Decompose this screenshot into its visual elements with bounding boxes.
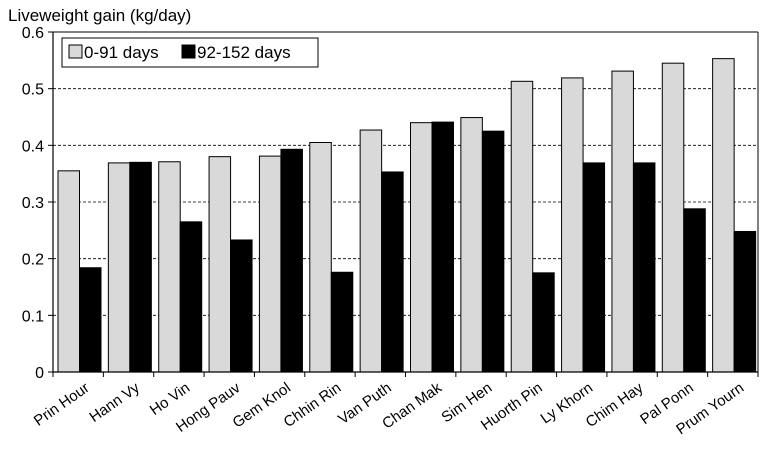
- x-tick-label: Prin Hour: [31, 379, 93, 429]
- bar-series-1: [561, 77, 584, 373]
- bar-series-2: [280, 148, 303, 373]
- axes: [52, 31, 759, 377]
- bar-series-2: [431, 121, 454, 373]
- legend-swatch-series-2: [181, 44, 196, 59]
- bar-series-2: [381, 171, 404, 373]
- y-tick-label: 0.1: [22, 308, 44, 325]
- bars: [57, 58, 757, 373]
- x-tick-label: Hann Vy: [86, 379, 143, 426]
- bar-series-2: [129, 161, 152, 373]
- bar-series-2: [230, 239, 253, 373]
- bar-series-1: [107, 162, 131, 373]
- legend-swatch-series-1: [68, 44, 83, 59]
- bar-series-1: [460, 117, 483, 373]
- bar-series-2: [683, 208, 706, 373]
- y-tick-label: 0: [35, 365, 44, 382]
- y-tick-label: 0.3: [22, 195, 44, 212]
- bar-series-2: [330, 271, 354, 373]
- bar-series-2: [532, 272, 555, 373]
- y-tick-label: 0.2: [22, 252, 44, 269]
- bar-series-1: [208, 156, 232, 373]
- bar-series-1: [57, 170, 80, 373]
- y-tick-label: 0.6: [22, 25, 44, 42]
- y-tick-labels: 0 0.1 0.2 0.3 0.4 0.5 0.6: [22, 25, 44, 382]
- bar-series-1: [158, 161, 181, 373]
- bar-series-1: [309, 142, 332, 373]
- y-tick-label: 0.5: [22, 82, 44, 99]
- legend-label-series-2: 92-152 days: [197, 43, 291, 62]
- y-axis-title: Liveweight gain (kg/day): [8, 6, 192, 25]
- bar-series-2: [632, 162, 656, 373]
- bar-series-1: [661, 62, 685, 373]
- x-tick-label: Chim Hay: [583, 379, 647, 431]
- bar-series-1: [410, 122, 433, 373]
- bar-series-2: [79, 267, 102, 373]
- legend: 0-91 days 92-152 days: [61, 37, 319, 68]
- bar-series-1: [258, 155, 282, 373]
- bar-series-1: [611, 70, 634, 373]
- bar-series-2: [582, 162, 606, 373]
- bar-series-2: [179, 221, 203, 373]
- bar-series-2: [733, 230, 757, 373]
- legend-label-series-1: 0-91 days: [84, 43, 159, 62]
- bar-series-2: [481, 130, 505, 373]
- x-tick-label: Chhin Rin: [281, 379, 345, 431]
- bar-series-1: [510, 80, 534, 373]
- bar-series-1: [712, 58, 735, 373]
- bar-series-1: [359, 129, 383, 373]
- y-tick-label: 0.4: [22, 138, 44, 155]
